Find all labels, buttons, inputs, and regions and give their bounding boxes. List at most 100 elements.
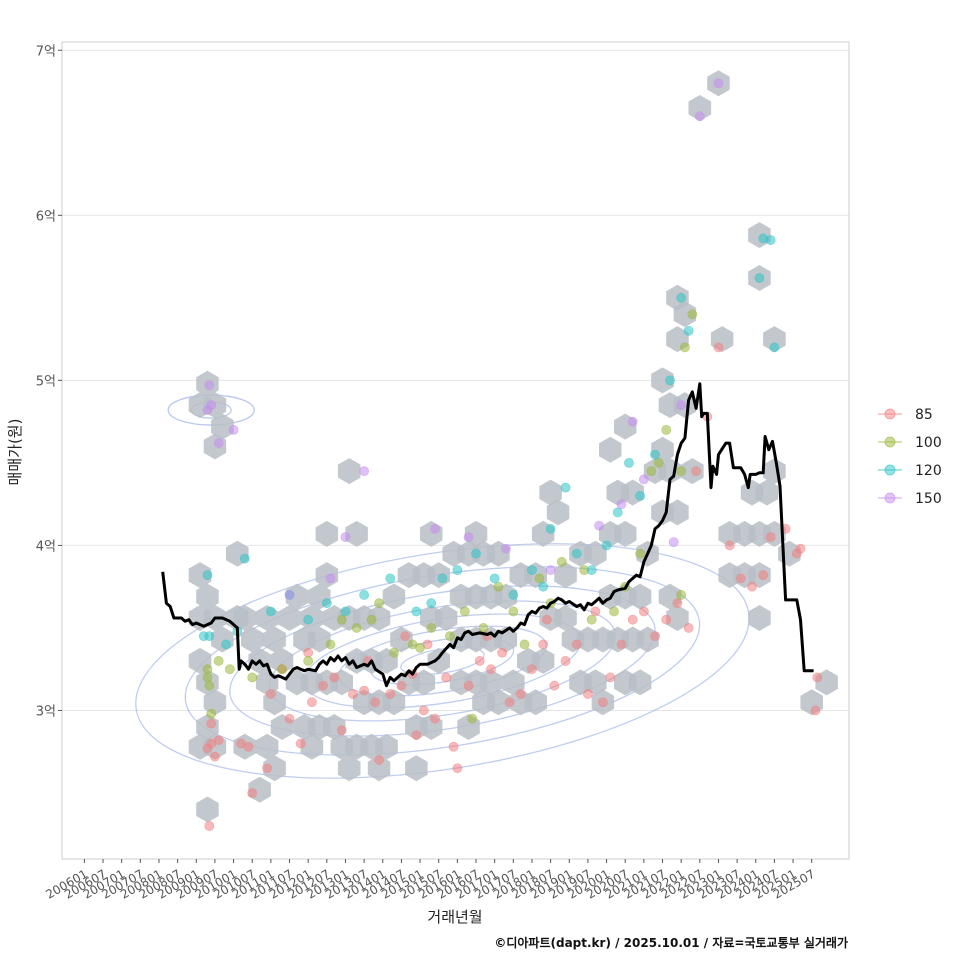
point-100-13 bbox=[389, 647, 399, 658]
point-120-27 bbox=[612, 507, 623, 518]
point-85-10 bbox=[265, 689, 276, 699]
point-100-28 bbox=[609, 606, 619, 617]
point-100-8 bbox=[303, 656, 314, 666]
point-120-34 bbox=[754, 273, 765, 283]
legend-key-dot-120 bbox=[884, 464, 896, 476]
median-price-line bbox=[161, 382, 814, 688]
point-120-25 bbox=[586, 565, 597, 576]
point-150-10 bbox=[463, 532, 474, 543]
x-axis-title: 거래년월 bbox=[427, 908, 482, 926]
point-120-21 bbox=[538, 581, 549, 592]
point-85-15 bbox=[329, 672, 340, 683]
scatter-points bbox=[198, 78, 823, 831]
point-150-13 bbox=[594, 520, 604, 531]
point-120-32 bbox=[676, 292, 687, 303]
point-85-32 bbox=[486, 664, 496, 675]
legend-key-dot-100 bbox=[884, 436, 896, 448]
hex-bin-38 bbox=[308, 626, 331, 653]
point-85-66 bbox=[303, 647, 314, 658]
legend-key-dot-150 bbox=[884, 492, 896, 504]
point-85-9 bbox=[247, 788, 258, 798]
point-85-28 bbox=[448, 741, 459, 752]
point-85-61 bbox=[795, 543, 806, 554]
point-150-7 bbox=[340, 532, 351, 543]
hex-bin-66 bbox=[382, 583, 406, 610]
hex-bin-143 bbox=[651, 367, 674, 394]
hex-bin-50 bbox=[345, 520, 368, 547]
legend-label-85: 85 bbox=[915, 407, 933, 423]
point-85-18 bbox=[359, 685, 370, 696]
point-100-27 bbox=[586, 614, 597, 625]
point-85-38 bbox=[549, 680, 560, 691]
point-85-47 bbox=[650, 631, 660, 642]
point-150-15 bbox=[627, 416, 638, 427]
hex-bin-112 bbox=[554, 562, 577, 589]
point-100-20 bbox=[508, 606, 519, 617]
point-120-31 bbox=[665, 375, 675, 386]
point-120-20 bbox=[527, 565, 537, 576]
point-150-9 bbox=[430, 523, 440, 534]
point-85-49 bbox=[672, 598, 683, 609]
point-100-34 bbox=[676, 590, 687, 600]
point-150-6 bbox=[325, 573, 336, 584]
point-85-17 bbox=[348, 689, 358, 699]
median-line-path bbox=[161, 382, 814, 688]
y-tick-label-1: 4억 bbox=[36, 539, 56, 554]
point-85-51 bbox=[691, 466, 701, 477]
hex-bin-64 bbox=[337, 755, 361, 782]
point-85-34 bbox=[504, 697, 515, 708]
point-100-12 bbox=[374, 598, 384, 609]
point-85-54 bbox=[724, 540, 735, 551]
point-85-62 bbox=[810, 705, 821, 716]
hex-bin-25 bbox=[270, 647, 294, 674]
point-85-50 bbox=[683, 623, 694, 633]
point-150-4 bbox=[228, 424, 239, 435]
point-100-32 bbox=[653, 457, 664, 468]
legend-key-dot-85 bbox=[884, 408, 896, 420]
point-150-17 bbox=[694, 111, 705, 122]
point-150-0 bbox=[204, 380, 215, 391]
hex-bin-49 bbox=[315, 520, 339, 547]
point-100-6 bbox=[247, 672, 258, 683]
point-85-70 bbox=[541, 614, 552, 625]
point-85-31 bbox=[474, 656, 485, 666]
point-100-18 bbox=[478, 623, 489, 633]
point-150-11 bbox=[500, 543, 511, 554]
point-85-19 bbox=[370, 697, 381, 708]
point-100-5 bbox=[206, 708, 217, 719]
hex-bin-130 bbox=[614, 520, 637, 547]
point-85-22 bbox=[396, 680, 407, 691]
hex-bin-162 bbox=[755, 479, 779, 506]
point-85-12 bbox=[295, 738, 306, 749]
point-120-6 bbox=[265, 606, 276, 617]
hex-bin-97 bbox=[487, 689, 510, 716]
point-85-46 bbox=[638, 606, 649, 617]
point-85-16 bbox=[336, 725, 347, 736]
point-120-17 bbox=[471, 548, 481, 559]
y-axis-title: 매매가(원) bbox=[6, 419, 24, 486]
hex-bin-133 bbox=[599, 436, 622, 463]
point-85-41 bbox=[583, 689, 593, 699]
point-85-48 bbox=[661, 614, 672, 625]
point-120-24 bbox=[571, 548, 582, 559]
point-100-31 bbox=[646, 466, 657, 477]
hex-bin-73 bbox=[434, 605, 458, 631]
point-150-16 bbox=[638, 474, 649, 485]
hex-bin-104 bbox=[531, 647, 555, 674]
point-85-40 bbox=[571, 639, 582, 650]
point-100-1 bbox=[204, 680, 215, 691]
point-85-57 bbox=[758, 570, 769, 581]
point-85-29 bbox=[452, 763, 463, 774]
hex-bin-123 bbox=[628, 583, 652, 610]
hex-bin-19 bbox=[196, 796, 219, 823]
y-axis-ticks: 3억 4억 5억 6억 7억 bbox=[36, 44, 62, 719]
hex-bin-76 bbox=[427, 647, 450, 674]
point-100-11 bbox=[351, 623, 362, 633]
hex-bin-102 bbox=[502, 669, 525, 696]
point-85-27 bbox=[441, 672, 452, 683]
point-120-9 bbox=[321, 598, 332, 609]
point-100-33 bbox=[661, 424, 672, 435]
y-tick-label-2: 5억 bbox=[36, 374, 56, 389]
point-100-15 bbox=[426, 623, 437, 633]
